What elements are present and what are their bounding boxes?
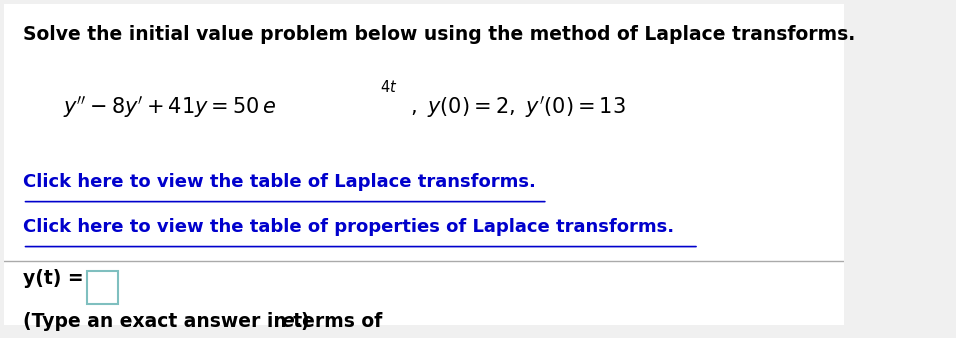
Text: (Type an exact answer in terms of: (Type an exact answer in terms of [23, 312, 388, 331]
Text: $4t$: $4t$ [380, 79, 398, 95]
Text: $y'' - 8y' + 41y = 50\,e$: $y'' - 8y' + 41y = 50\,e$ [63, 94, 276, 120]
Text: Click here to view the table of Laplace transforms.: Click here to view the table of Laplace … [23, 173, 535, 191]
FancyBboxPatch shape [87, 271, 119, 305]
Text: Solve the initial value problem below using the method of Laplace transforms.: Solve the initial value problem below us… [23, 25, 855, 44]
Text: Click here to view the table of properties of Laplace transforms.: Click here to view the table of properti… [23, 218, 674, 236]
Text: e: e [281, 312, 294, 331]
FancyBboxPatch shape [4, 4, 844, 325]
Text: $,\ y(0) = 2,\ y'(0) = 13$: $,\ y(0) = 2,\ y'(0) = 13$ [410, 94, 626, 120]
Text: .): .) [294, 312, 310, 331]
Text: y(t) =: y(t) = [23, 269, 83, 288]
